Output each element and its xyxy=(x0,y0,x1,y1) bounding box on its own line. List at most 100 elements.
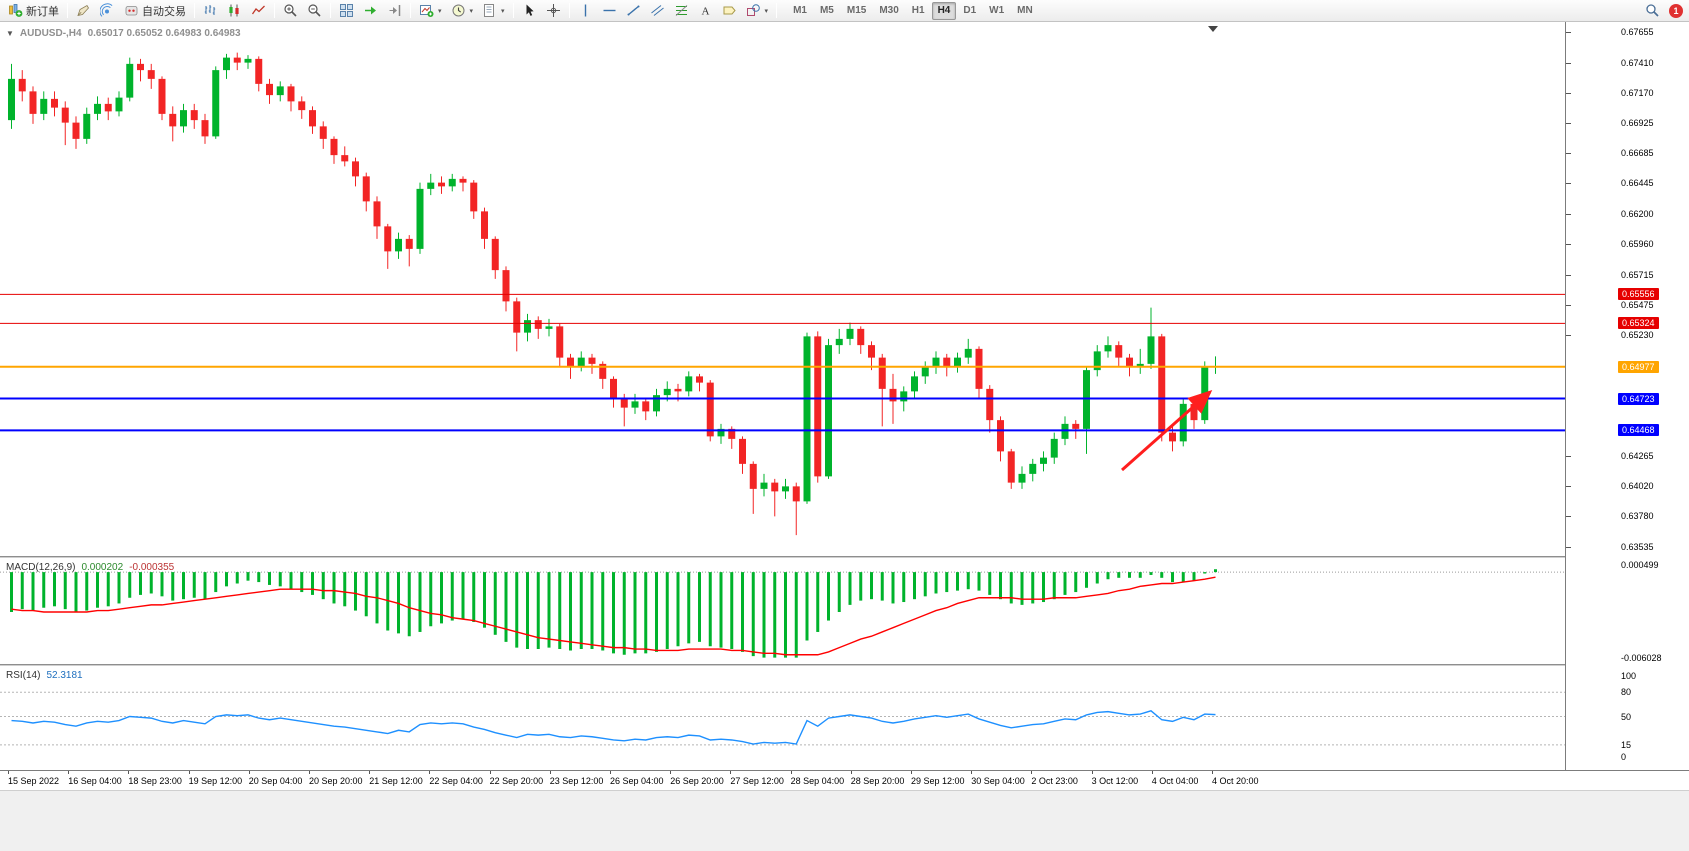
time-axis-tick xyxy=(670,771,672,774)
time-axis-label: 23 Sep 12:00 xyxy=(549,776,604,786)
axis-tick xyxy=(1566,123,1571,125)
dropdown-caret-icon: ▾ xyxy=(469,7,474,15)
auto-scroll-icon xyxy=(365,6,376,15)
fibonacci-button[interactable] xyxy=(670,1,693,21)
candle-body xyxy=(642,401,650,412)
time-axis-tick xyxy=(1031,771,1033,774)
rsi-axis-label: 100 xyxy=(1621,671,1637,681)
rsi-panel-canvas[interactable] xyxy=(0,666,1565,770)
tile-windows-button[interactable] xyxy=(335,1,358,21)
zoom-in-icon xyxy=(284,4,297,17)
price-axis-label: 0.64020 xyxy=(1621,481,1654,492)
candle-body xyxy=(201,120,209,137)
dropdown-caret-icon: ▾ xyxy=(764,7,769,15)
toolbar-separator xyxy=(512,3,514,18)
auto-scroll-button[interactable] xyxy=(359,1,382,21)
notification-badge[interactable]: 1 xyxy=(1669,3,1683,18)
candle-body xyxy=(276,86,284,96)
time-axis-label: 16 Sep 04:00 xyxy=(68,776,122,786)
time-axis-label: 19 Sep 12:00 xyxy=(188,776,243,786)
panel-splitter[interactable] xyxy=(0,664,1689,666)
axis-tick xyxy=(1566,62,1571,64)
timeframe-m15[interactable]: M15 xyxy=(841,2,872,20)
autotrading-button[interactable]: 自动交易 xyxy=(120,1,190,21)
candle-body xyxy=(266,83,273,96)
timeframe-m1[interactable]: M1 xyxy=(787,2,813,20)
panel-splitter[interactable] xyxy=(0,556,1689,558)
new-order-button[interactable]: 新订单 xyxy=(4,1,63,21)
trendline-icon xyxy=(627,5,640,16)
time-axis-tick xyxy=(850,771,852,774)
candle-body xyxy=(1029,463,1037,474)
rsi-line xyxy=(11,710,1216,745)
new-chart-button[interactable]: ▾ xyxy=(415,1,446,21)
trendline-button[interactable] xyxy=(622,1,645,21)
horizontal-line-button[interactable] xyxy=(598,1,621,21)
timeframe-w1[interactable]: W1 xyxy=(983,2,1010,20)
candle-body xyxy=(158,78,166,114)
candle-body xyxy=(889,388,897,402)
macd-signal-value: -0.000355 xyxy=(129,562,175,573)
zoom-out-button[interactable] xyxy=(303,1,326,21)
axis-tick xyxy=(1566,274,1571,276)
axis-tick xyxy=(1566,304,1571,306)
line-chart-button[interactable] xyxy=(247,1,270,21)
zoom-in-button[interactable] xyxy=(279,1,302,21)
candle-body xyxy=(696,376,703,383)
time-axis-label: 28 Sep 04:00 xyxy=(790,776,845,786)
axis-tick xyxy=(1566,516,1571,518)
axis-tick xyxy=(1566,547,1571,548)
price-axis-label: 0.65475 xyxy=(1621,299,1654,310)
chart-symbol-timeframe: AUDUSD-,H4 xyxy=(19,28,82,39)
label-button[interactable] xyxy=(718,1,741,21)
candle-body xyxy=(577,357,585,367)
price-axis[interactable]: 0.67655 0.67410 0.67170 0.66925 0.66685 0.664… xyxy=(1565,22,1689,770)
timeframe-m30[interactable]: M30 xyxy=(873,2,904,20)
templates-button[interactable]: ▾ xyxy=(478,1,509,21)
metaeditor-button[interactable] xyxy=(72,1,95,21)
macd-panel-canvas[interactable] xyxy=(0,558,1565,664)
chart-shift-button[interactable] xyxy=(383,1,406,21)
time-axis-label: 26 Sep 20:00 xyxy=(670,776,724,786)
status-bar xyxy=(0,790,1689,851)
candle-body xyxy=(663,388,671,396)
crosshair-button[interactable] xyxy=(542,1,565,21)
candle-body xyxy=(481,211,488,239)
time-axis-label: 22 Sep 20:00 xyxy=(489,776,544,786)
text-button[interactable]: A xyxy=(694,1,717,21)
candle-body xyxy=(373,201,381,227)
rsi-axis-label: 50 xyxy=(1621,711,1632,722)
candle-body xyxy=(1158,336,1166,433)
time-axis-tick xyxy=(911,771,912,774)
rsi-value: 52.3181 xyxy=(46,670,83,681)
cursor-button[interactable] xyxy=(518,1,541,21)
time-axis-label: 21 Sep 12:00 xyxy=(369,776,423,786)
price-chart-canvas[interactable] xyxy=(0,22,1565,556)
candle-body xyxy=(459,178,467,183)
timeframe-m5[interactable]: M5 xyxy=(814,2,840,20)
time-axis-tick xyxy=(309,771,310,774)
timeframe-d1[interactable]: D1 xyxy=(957,2,982,20)
price-axis-label: 0.65715 xyxy=(1621,269,1654,280)
candle-body xyxy=(104,103,112,112)
candle-body xyxy=(330,138,338,156)
timeframe-h4[interactable]: H4 xyxy=(931,1,957,20)
text-icon: A xyxy=(701,6,709,18)
candle-body xyxy=(8,78,15,121)
market-button[interactable] xyxy=(96,1,119,21)
quick-trade-arrow-icon[interactable]: ▼ xyxy=(6,29,14,38)
timeframe-h1[interactable]: H1 xyxy=(906,2,931,20)
vertical-line-button[interactable] xyxy=(574,1,597,21)
bar-chart-button[interactable] xyxy=(199,1,222,21)
time-axis[interactable]: 15 Sep 2022 16 Sep 04:00 18 Sep 23:00 19 Se… xyxy=(0,770,1689,790)
timeframe-mn[interactable]: MN xyxy=(1011,2,1039,20)
time-axis-label: 29 Sep 12:00 xyxy=(911,776,965,786)
candle-body xyxy=(739,438,746,464)
hline-price-tag: 0.65556 xyxy=(1618,288,1659,301)
candlestick-chart-button[interactable] xyxy=(223,1,246,21)
rsi-indicator-label: RSI(14) 52.3181 xyxy=(6,670,83,681)
periods-button[interactable]: ▾ xyxy=(447,1,478,21)
search-button[interactable] xyxy=(1641,1,1664,21)
channel-button[interactable] xyxy=(646,1,669,21)
shapes-button[interactable]: ▾ xyxy=(742,1,773,21)
